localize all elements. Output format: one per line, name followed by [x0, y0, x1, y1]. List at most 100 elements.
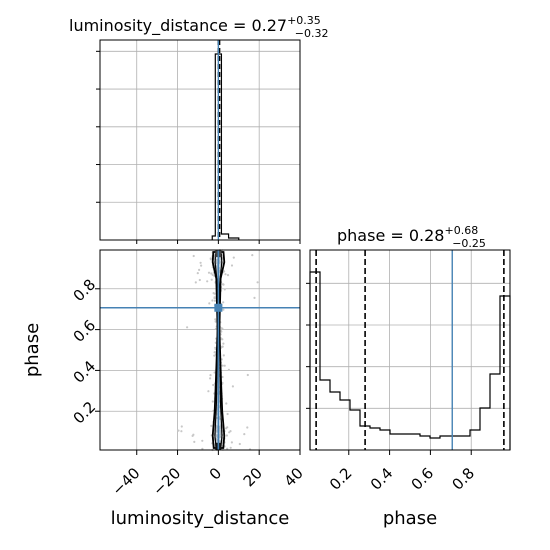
2d-sample-point [243, 433, 246, 436]
x-tick-label-luminosity-distance: 20 [240, 464, 266, 490]
2d-sample-point [229, 446, 232, 449]
2d-sample-point [213, 299, 217, 302]
y-tick-label-phase: 0.6 [70, 316, 100, 346]
2d-sample-point [201, 447, 204, 450]
x-axis-label-phase: phase [383, 508, 437, 529]
2d-sample-point [221, 345, 224, 348]
2d-sample-point [211, 400, 214, 403]
x-tick-label-phase: 0.8 [448, 464, 478, 494]
2d-sample-point [192, 433, 195, 436]
2d-sample-point [246, 426, 249, 429]
2d-sample-point [193, 440, 196, 443]
2d-sample-point [221, 364, 224, 367]
2d-sample-point [196, 272, 199, 275]
2d-sample-point [256, 281, 259, 284]
2d-sample-point [209, 374, 212, 377]
2d-sample-point [225, 434, 228, 437]
2d-sample-point [253, 296, 256, 299]
2d-sample-point [180, 425, 183, 428]
2d-sample-point [226, 426, 229, 429]
2d-sample-point [223, 364, 226, 367]
2d-sample-point [207, 390, 210, 393]
2d-sample-point [214, 327, 217, 330]
ph-hist-step [309, 271, 511, 450]
x-tick-label-phase: 0.6 [408, 464, 438, 494]
2d-sample-point [213, 354, 216, 357]
2d-sample-point [231, 385, 234, 388]
2d-sample-point [227, 368, 230, 371]
2d-sample-point [230, 264, 234, 267]
2d-sample-point [214, 351, 217, 354]
2d-sample-point [177, 429, 180, 432]
2d-sample-point [198, 278, 201, 282]
y-tick-label-phase: 0.8 [70, 275, 100, 305]
title-luminosity-distance-plus: +0.35 [287, 14, 321, 27]
2d-sample-point [211, 273, 214, 276]
title-luminosity-distance-median: 0.27 [251, 16, 287, 35]
2d-sample-point [238, 442, 241, 446]
2d-sample-point [232, 256, 235, 259]
title-phase-name: phase [337, 226, 385, 245]
2d-sample-point [213, 371, 216, 374]
x-axis-label-luminosity-distance: luminosity_distance [111, 508, 290, 529]
2d-sample-point [224, 273, 227, 276]
2d-sample-point [219, 431, 222, 434]
2d-sample-point [226, 274, 230, 277]
x-tick-label-phase: 0.4 [367, 464, 397, 494]
title-phase-minus: −0.25 [452, 237, 486, 250]
2d-sample-point [226, 447, 229, 450]
2d-sample-point [207, 271, 211, 274]
2d-sample-point [213, 296, 216, 299]
2d-sample-point [214, 346, 217, 349]
2d-sample-point [251, 254, 254, 257]
2d-sample-point [215, 434, 218, 438]
title-luminosity-distance-minus: −0.32 [295, 27, 329, 40]
ld-hist-frame [99, 39, 301, 241]
x-tick-label-phase: 0.2 [326, 464, 356, 494]
2d-sample-point [211, 299, 214, 302]
x-tick-label-luminosity-distance: −40 [108, 464, 143, 499]
2d-sample-point [186, 326, 189, 329]
2d-sample-point [226, 412, 229, 416]
2d-sample-point [222, 342, 225, 345]
2d-sample-point [223, 270, 226, 273]
x-tick-label-luminosity-distance: −20 [149, 464, 184, 499]
y-axis-label-phase: phase [22, 323, 43, 377]
x-tick-label-luminosity-distance: 0 [206, 464, 225, 483]
2d-sample-point [228, 431, 231, 434]
panel-luminosity-distance-histogram [96, 39, 301, 244]
2d-sample-point [192, 254, 195, 258]
title-phase-median: 0.28 [409, 226, 445, 245]
2d-frame [99, 249, 301, 451]
2d-sample-point [210, 278, 213, 281]
ph-hist-frame [309, 249, 511, 451]
2d-sample-point [180, 430, 183, 433]
2d-truth-marker [214, 303, 223, 312]
2d-sample-point [200, 264, 203, 267]
y-tick-label-phase: 0.4 [70, 357, 100, 387]
2d-sample-point [209, 377, 212, 380]
2d-sample-point [222, 301, 225, 304]
title-phase: phase = 0.28+0.68 −0.25 [337, 224, 486, 250]
title-phase-plus: +0.68 [444, 224, 478, 237]
2d-sample-point [246, 373, 249, 377]
2d-sample-point [198, 268, 201, 271]
2d-sample-point [212, 292, 215, 295]
2d-sample-point [225, 402, 228, 405]
2d-sample-point [214, 320, 217, 323]
panel-phase-histogram: 0.2 0.4 0.6 0.8 [306, 249, 511, 494]
ld-hist-step [211, 53, 240, 240]
2d-sample-point [209, 258, 212, 261]
2d-sample-point [208, 302, 211, 305]
2d-sample-point [222, 354, 225, 357]
title-luminosity-distance: luminosity_distance = 0.27+0.35 −0.32 [69, 14, 329, 40]
2d-sample-point [201, 439, 204, 442]
2d-sample-point [221, 338, 224, 341]
2d-sample-point [221, 375, 224, 379]
2d-sample-point [222, 308, 225, 311]
2d-sample-point [214, 318, 217, 321]
title-luminosity-distance-name: luminosity_distance [69, 16, 228, 36]
x-tick-label-luminosity-distance: 40 [281, 464, 307, 490]
2d-sample-point [210, 424, 213, 427]
